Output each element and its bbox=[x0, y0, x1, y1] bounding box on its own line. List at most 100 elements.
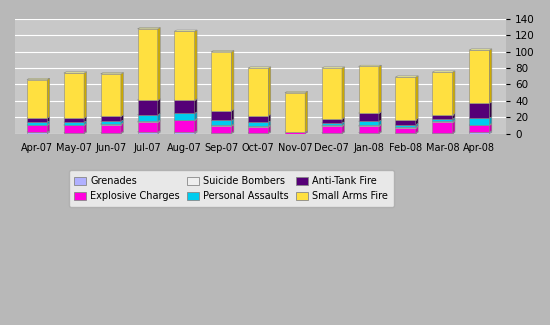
Polygon shape bbox=[121, 72, 123, 116]
Polygon shape bbox=[64, 123, 86, 124]
Polygon shape bbox=[101, 123, 123, 124]
Legend: Grenades, Explosive Charges, Suicide Bombers, Personal Assaults, Anti-Tank Fire,: Grenades, Explosive Charges, Suicide Bom… bbox=[69, 171, 394, 207]
Polygon shape bbox=[342, 122, 344, 125]
Polygon shape bbox=[395, 76, 418, 77]
Polygon shape bbox=[64, 72, 86, 73]
Polygon shape bbox=[101, 132, 123, 133]
Polygon shape bbox=[232, 110, 234, 121]
Bar bbox=[322, 119, 342, 123]
Polygon shape bbox=[469, 117, 492, 118]
Polygon shape bbox=[416, 123, 418, 127]
Bar bbox=[469, 132, 490, 134]
Polygon shape bbox=[432, 132, 455, 133]
Polygon shape bbox=[342, 124, 344, 126]
Bar bbox=[248, 122, 268, 126]
Polygon shape bbox=[322, 125, 344, 126]
Polygon shape bbox=[84, 123, 86, 125]
Polygon shape bbox=[64, 121, 86, 122]
Polygon shape bbox=[432, 118, 455, 119]
Polygon shape bbox=[322, 118, 344, 119]
Polygon shape bbox=[268, 121, 271, 126]
Polygon shape bbox=[232, 132, 234, 134]
Polygon shape bbox=[84, 117, 86, 122]
Polygon shape bbox=[416, 126, 418, 128]
Polygon shape bbox=[285, 91, 307, 93]
Polygon shape bbox=[359, 120, 381, 121]
Polygon shape bbox=[138, 99, 160, 100]
Polygon shape bbox=[195, 119, 197, 132]
Polygon shape bbox=[158, 121, 160, 132]
Polygon shape bbox=[490, 131, 492, 134]
Polygon shape bbox=[342, 125, 344, 133]
Bar bbox=[322, 68, 342, 119]
Polygon shape bbox=[174, 99, 197, 100]
Bar bbox=[64, 118, 84, 122]
Bar bbox=[27, 124, 47, 125]
Polygon shape bbox=[27, 123, 50, 124]
Polygon shape bbox=[174, 119, 197, 121]
Bar bbox=[174, 121, 195, 132]
Polygon shape bbox=[342, 132, 344, 134]
Bar bbox=[174, 31, 195, 100]
Bar bbox=[248, 133, 268, 134]
Bar bbox=[211, 111, 232, 121]
Polygon shape bbox=[195, 30, 197, 100]
Polygon shape bbox=[101, 120, 123, 121]
Bar bbox=[322, 125, 342, 126]
Polygon shape bbox=[158, 120, 160, 122]
Polygon shape bbox=[47, 117, 50, 122]
Polygon shape bbox=[232, 50, 234, 110]
Polygon shape bbox=[195, 131, 197, 134]
Polygon shape bbox=[27, 131, 50, 132]
Bar bbox=[432, 72, 453, 115]
Polygon shape bbox=[121, 123, 123, 124]
Polygon shape bbox=[211, 124, 234, 125]
Bar bbox=[101, 74, 121, 116]
Bar bbox=[138, 122, 158, 132]
Polygon shape bbox=[158, 131, 160, 134]
Polygon shape bbox=[138, 113, 160, 115]
Polygon shape bbox=[138, 121, 160, 122]
Polygon shape bbox=[469, 123, 492, 124]
Polygon shape bbox=[248, 121, 271, 122]
Bar bbox=[138, 115, 158, 121]
Polygon shape bbox=[232, 119, 234, 125]
Bar bbox=[27, 122, 47, 124]
Bar bbox=[359, 125, 379, 126]
Polygon shape bbox=[469, 49, 492, 50]
Polygon shape bbox=[432, 121, 455, 122]
Polygon shape bbox=[359, 124, 381, 125]
Polygon shape bbox=[416, 126, 418, 133]
Bar bbox=[174, 132, 195, 134]
Polygon shape bbox=[195, 112, 197, 120]
Polygon shape bbox=[379, 65, 381, 113]
Bar bbox=[138, 121, 158, 122]
Bar bbox=[322, 126, 342, 133]
Polygon shape bbox=[416, 118, 418, 124]
Bar bbox=[174, 120, 195, 121]
Polygon shape bbox=[84, 72, 86, 118]
Polygon shape bbox=[138, 131, 160, 132]
Polygon shape bbox=[138, 28, 160, 29]
Bar bbox=[432, 115, 453, 119]
Polygon shape bbox=[174, 118, 197, 120]
Polygon shape bbox=[395, 118, 418, 120]
Bar bbox=[285, 93, 305, 132]
Polygon shape bbox=[469, 124, 492, 125]
Polygon shape bbox=[322, 132, 344, 133]
Polygon shape bbox=[268, 67, 271, 116]
Polygon shape bbox=[453, 71, 455, 115]
Bar bbox=[359, 121, 379, 125]
Bar bbox=[138, 29, 158, 100]
Bar bbox=[27, 125, 47, 132]
Polygon shape bbox=[47, 124, 50, 132]
Polygon shape bbox=[268, 125, 271, 127]
Polygon shape bbox=[101, 72, 123, 74]
Polygon shape bbox=[342, 118, 344, 123]
Polygon shape bbox=[174, 112, 197, 113]
Polygon shape bbox=[359, 125, 381, 126]
Polygon shape bbox=[379, 132, 381, 134]
Bar bbox=[248, 116, 268, 122]
Bar bbox=[138, 132, 158, 134]
Polygon shape bbox=[27, 78, 50, 80]
